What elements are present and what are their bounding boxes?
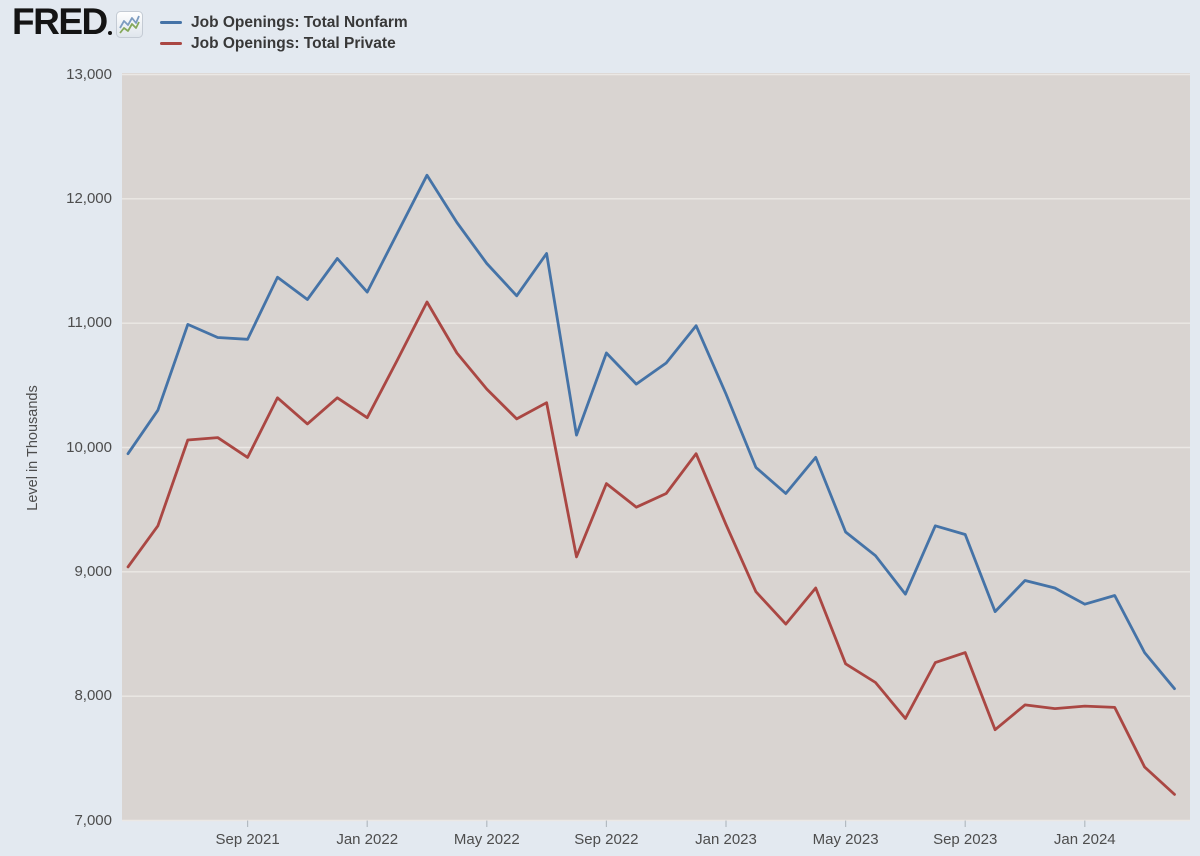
registered-trademark-dot	[107, 31, 112, 35]
x-tick-label: Jan 2022	[336, 831, 399, 848]
x-tick-label: May 2022	[453, 831, 520, 848]
x-tick-label: Jan 2023	[695, 831, 757, 848]
legend-swatch-private	[160, 41, 182, 46]
x-tick-label: Sep 2023	[933, 831, 998, 848]
chart-legend: Job Openings: Total Nonfarm Job Openings…	[160, 12, 408, 54]
total-private-line[interactable]	[126, 300, 1176, 796]
x-tick-label: Sep 2022	[574, 831, 639, 848]
fred-logo-text: FRED	[12, 1, 108, 42]
legend-label-nonfarm: Job Openings: Total Nonfarm	[191, 13, 408, 31]
y-tick-label: 9,000	[74, 562, 112, 580]
legend-item-total-nonfarm: Job Openings: Total Nonfarm	[160, 12, 408, 33]
total-nonfarm-line[interactable]	[126, 173, 1176, 691]
y-tick-label: 12,000	[66, 189, 112, 207]
fred-logo-chart-icon	[115, 10, 143, 38]
y-tick-label: 13,000	[66, 65, 112, 83]
fred-logo[interactable]: FRED	[12, 1, 143, 42]
x-tick-label: Jan 2024	[1053, 831, 1116, 848]
y-tick-label: 10,000	[66, 438, 112, 456]
x-tick-label: May 2023	[812, 831, 879, 848]
legend-label-private: Job Openings: Total Private	[191, 34, 396, 52]
legend-swatch-nonfarm	[160, 20, 182, 25]
y-tick-label: 7,000	[74, 811, 112, 829]
y-tick-label: 11,000	[67, 314, 112, 332]
y-tick-label: 8,000	[74, 687, 112, 705]
legend-item-total-private: Job Openings: Total Private	[160, 33, 408, 54]
x-tick-label: Sep 2021	[215, 831, 280, 848]
plot-area[interactable]	[122, 73, 1190, 821]
